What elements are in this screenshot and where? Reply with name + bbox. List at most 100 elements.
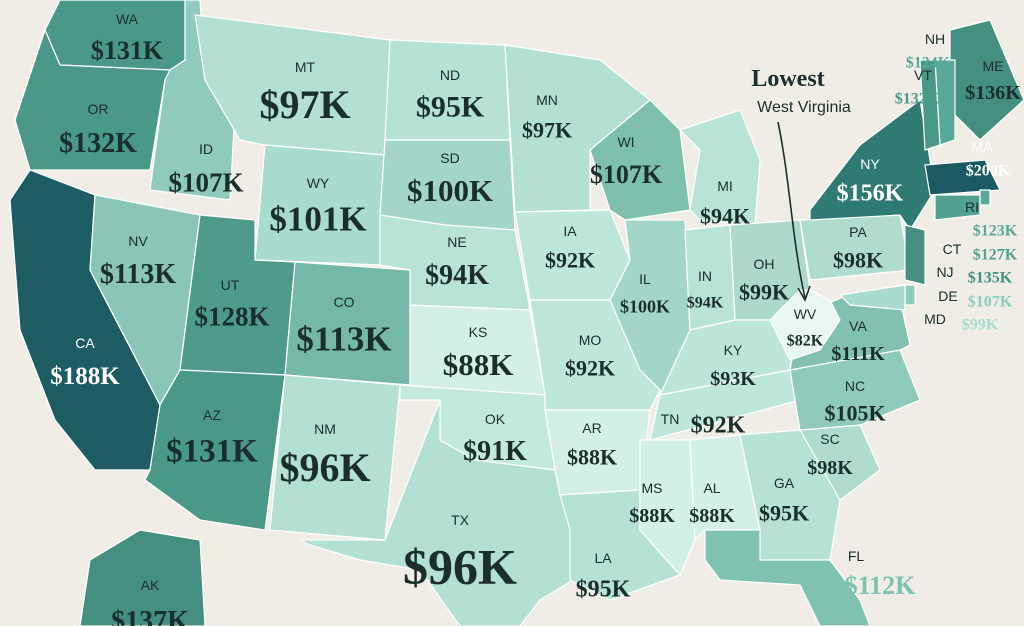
state-value: $111K	[831, 343, 885, 365]
state-abbr: IL	[639, 271, 651, 287]
state-shape	[838, 284, 906, 311]
state-value: $113K	[296, 319, 391, 358]
state-value: $94K	[425, 260, 489, 291]
annotation-heading: Lowest	[751, 66, 824, 92]
state-abbr: LA	[594, 550, 612, 566]
state-abbr: PA	[849, 224, 867, 240]
state-abbr: WI	[617, 134, 634, 150]
state-value: $94K	[700, 204, 750, 229]
state-abbr: NC	[845, 378, 865, 394]
state-abbr: MO	[579, 332, 602, 348]
state-value: $132K	[59, 128, 137, 159]
state-abbr: AZ	[203, 407, 221, 423]
state-value: $107K	[168, 167, 243, 197]
state-abbr: VA	[849, 318, 867, 334]
state-abbr: MD	[924, 311, 946, 327]
state-shape	[704, 529, 871, 626]
state-value: $82K	[787, 333, 824, 350]
state-value: $97K	[259, 82, 350, 127]
state-abbr: UT	[221, 277, 240, 293]
state-abbr: NV	[128, 233, 148, 249]
state-abbr: TN	[661, 411, 680, 427]
state-abbr: SD	[440, 150, 459, 166]
state-value: $200K	[966, 163, 1011, 180]
state-abbr: KS	[469, 324, 488, 340]
state-shape	[14, 28, 171, 171]
state-value: $100K	[407, 173, 493, 208]
state-abbr: NY	[860, 156, 880, 172]
state-value: $112K	[845, 571, 917, 600]
state-abbr: MT	[295, 59, 316, 75]
state-shape	[678, 109, 761, 226]
state-abbr: VT	[914, 67, 932, 83]
state-shape	[299, 399, 591, 626]
state-abbr: IA	[563, 223, 577, 239]
state-abbr: DE	[938, 288, 957, 304]
state-shape	[934, 194, 981, 221]
state-value: $128K	[194, 301, 269, 331]
state-abbr: ND	[440, 67, 460, 83]
state-value: $98K	[807, 457, 853, 479]
state-abbr: OH	[754, 256, 775, 272]
state-value: $131K	[91, 36, 164, 65]
state-value: $107K	[968, 294, 1013, 311]
labels: WA $131K OR $132K CA $188K NV $113K ID $107K MT $97…	[50, 11, 1021, 626]
state-value: $92K	[691, 412, 746, 438]
state-value: $101K	[269, 199, 366, 238]
state-value: $97K	[522, 118, 572, 143]
state-value: $94K	[687, 295, 724, 312]
state-abbr: ID	[199, 141, 213, 157]
state-abbr: NE	[447, 234, 466, 250]
state-value: $88K	[567, 445, 617, 470]
state-abbr: AR	[582, 420, 601, 436]
state-value: $131K	[166, 434, 258, 470]
annotation-subheading: West Virginia	[757, 99, 851, 116]
state-value: $156K	[837, 180, 904, 206]
state-abbr: CO	[334, 294, 355, 310]
state-value: $88K	[689, 505, 735, 527]
state-shape	[904, 284, 916, 306]
state-value: $188K	[50, 363, 120, 390]
annotation-arrow	[777, 121, 806, 299]
state-shape	[144, 369, 286, 531]
state-value: $127K	[973, 247, 1018, 264]
state-value: $93K	[710, 368, 756, 390]
state-shape	[904, 224, 926, 286]
state-shape	[769, 289, 841, 361]
state-abbr: KY	[724, 342, 743, 358]
state-value: $96K	[403, 539, 517, 595]
state-abbr: OR	[88, 101, 109, 117]
state-value: $95K	[416, 91, 485, 124]
state-value: $99K	[739, 280, 789, 305]
state-value: $95K	[576, 576, 631, 602]
state-abbr: GA	[774, 475, 795, 491]
state-value: $132K	[895, 91, 940, 108]
state-value: $107K	[590, 160, 663, 189]
state-abbr: CT	[943, 241, 962, 257]
state-abbr: CA	[75, 335, 95, 351]
state-abbr: FL	[848, 548, 865, 564]
state-value: $92K	[565, 356, 615, 381]
state-abbr: TX	[451, 512, 470, 528]
state-value: $99K	[962, 317, 999, 334]
state-shape	[924, 159, 1001, 196]
state-abbr: MI	[717, 178, 733, 194]
state-abbr: AL	[703, 480, 720, 496]
state-abbr: NM	[314, 421, 336, 437]
state-abbr: MN	[536, 92, 558, 108]
state-abbr: NH	[925, 31, 945, 47]
state-abbr: ME	[983, 58, 1004, 74]
state-value: $123K	[973, 223, 1018, 240]
state-shape	[79, 529, 206, 626]
state-value: $100K	[620, 296, 670, 316]
state-value: $96K	[279, 445, 370, 490]
state-abbr: MS	[642, 480, 663, 496]
state-value: $113K	[100, 259, 176, 290]
state-abbr: WA	[116, 11, 139, 27]
arrow-head	[797, 285, 811, 302]
state-value: $105K	[824, 401, 885, 426]
state-abbr: NJ	[936, 264, 953, 280]
state-abbr: RI	[965, 199, 979, 215]
